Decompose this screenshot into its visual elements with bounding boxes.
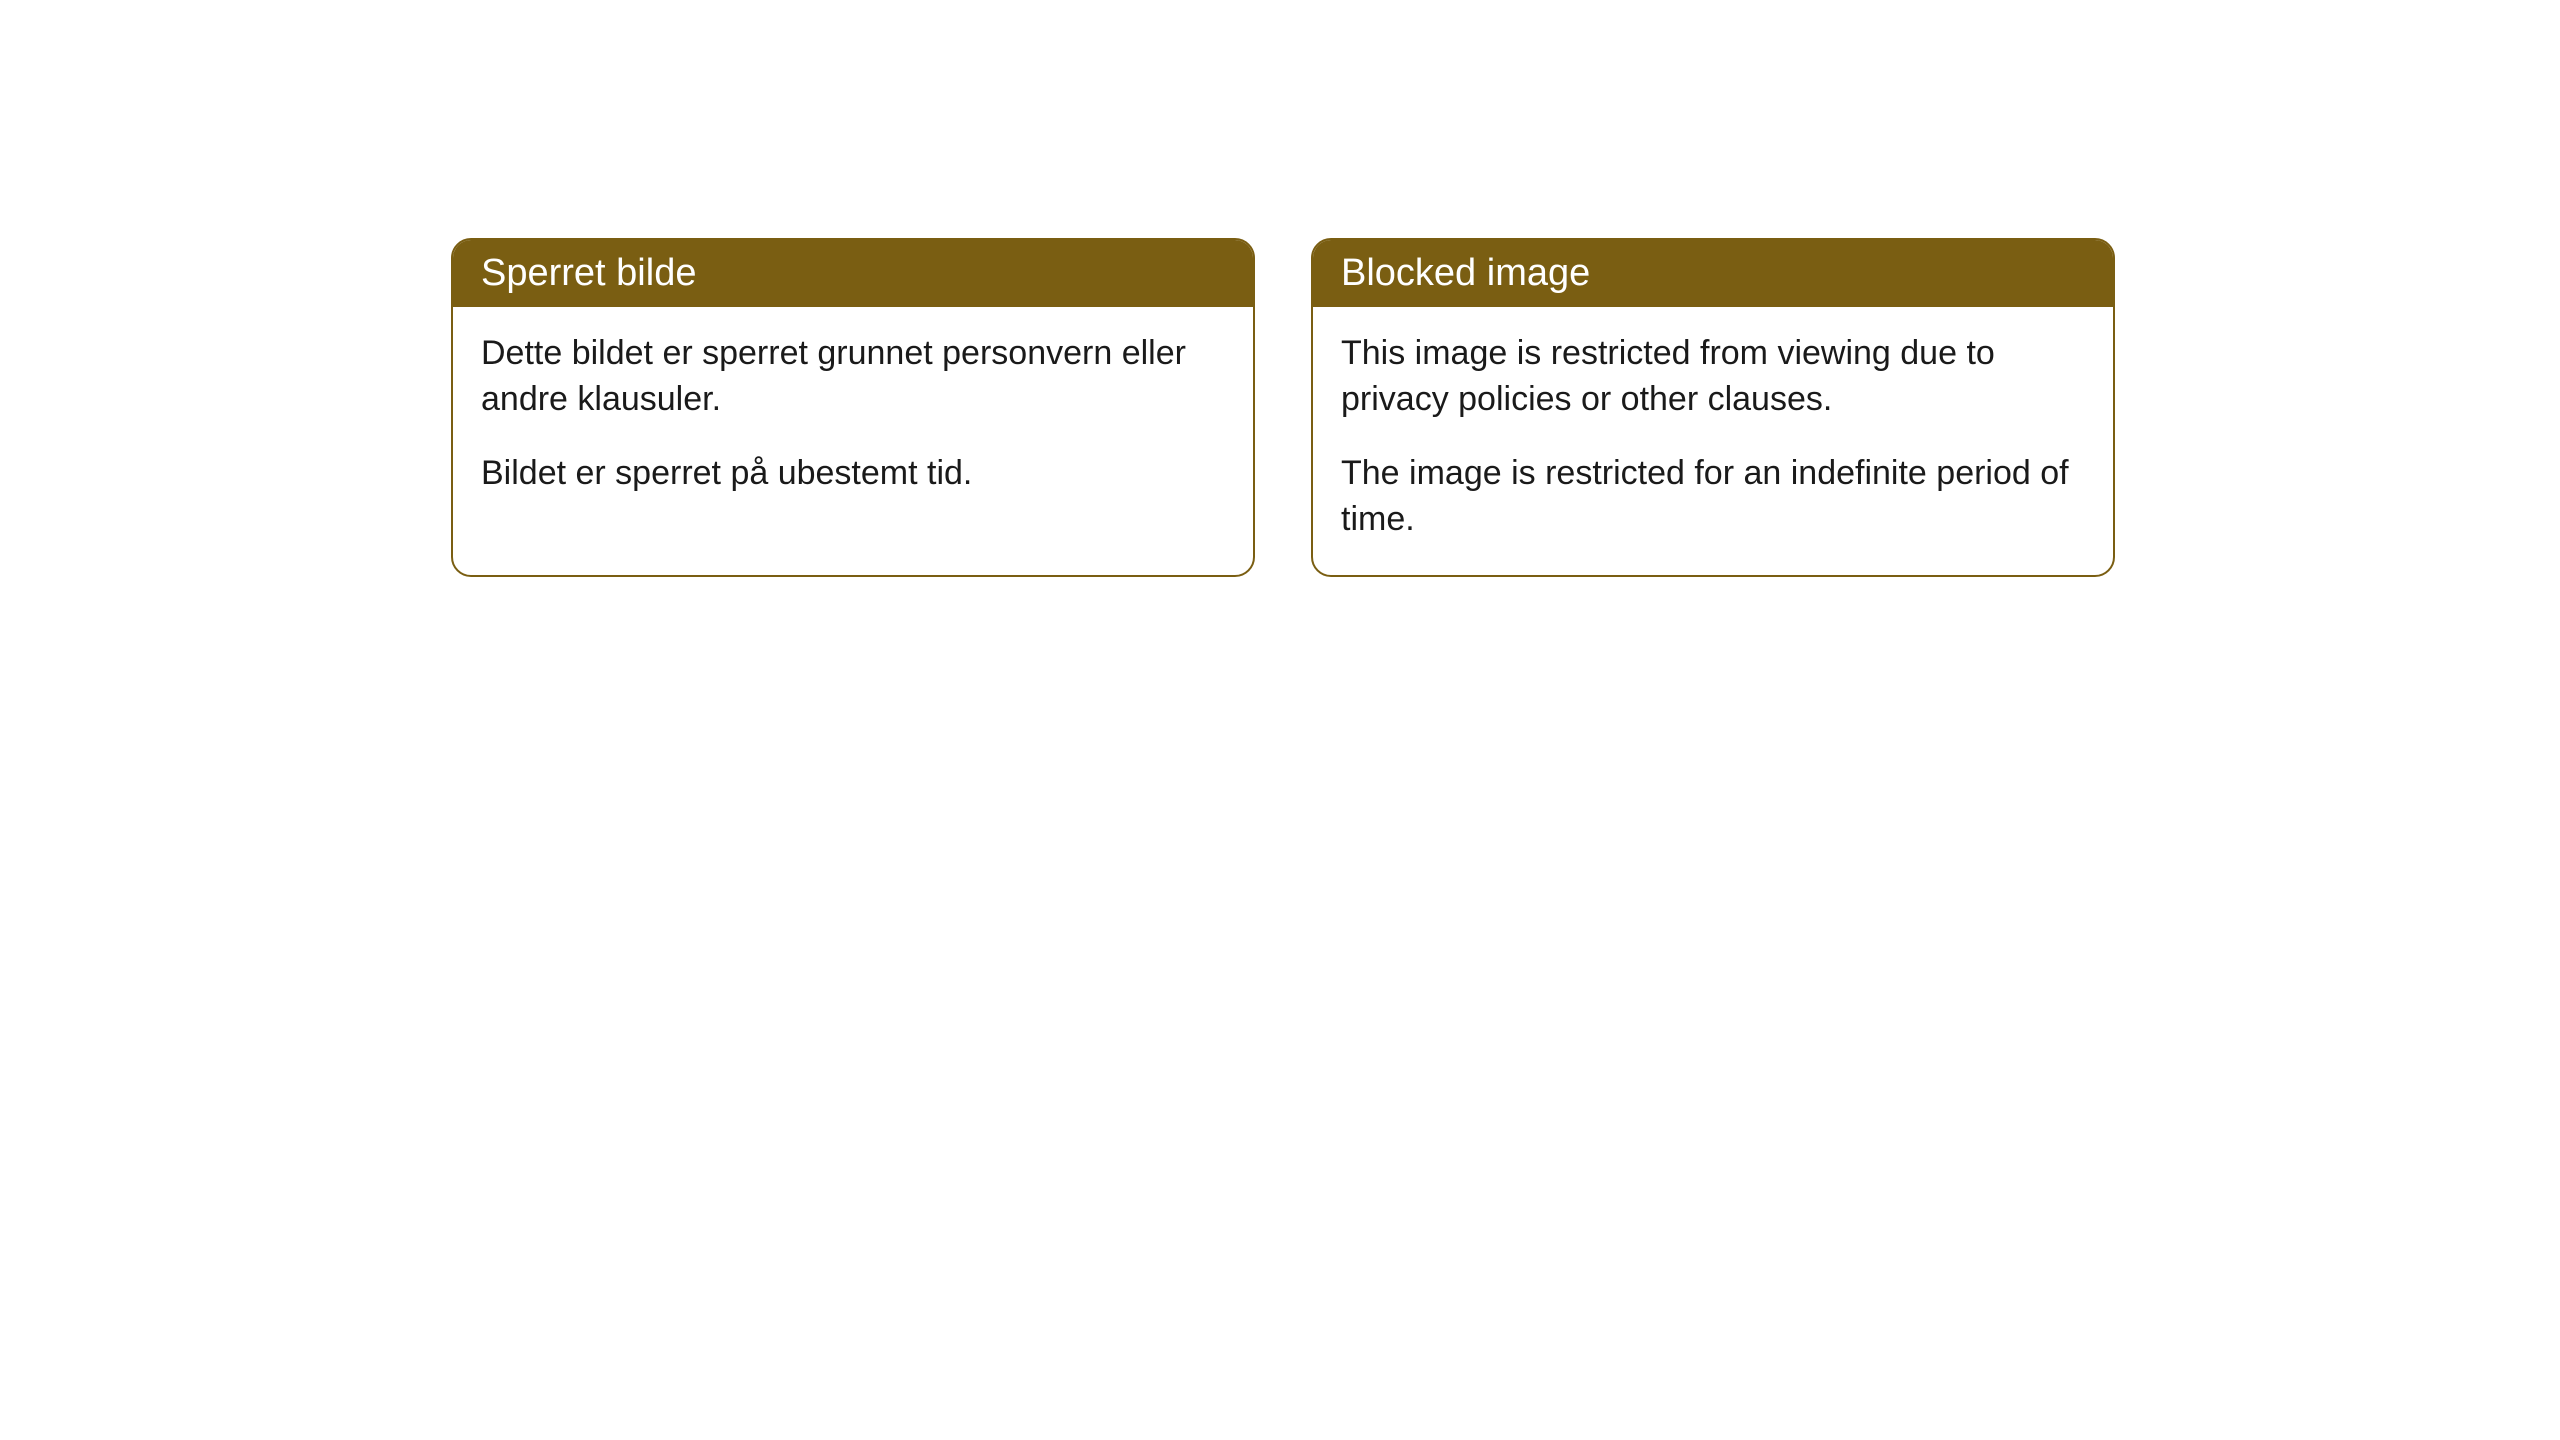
card-title: Blocked image <box>1341 252 1590 294</box>
card-paragraph: Bildet er sperret på ubestemt tid. <box>481 451 1225 497</box>
card-paragraph: This image is restricted from viewing du… <box>1341 331 2085 423</box>
notice-card-english: Blocked image This image is restricted f… <box>1311 238 2115 577</box>
notice-card-norwegian: Sperret bilde Dette bildet er sperret gr… <box>451 238 1255 577</box>
card-body: Dette bildet er sperret grunnet personve… <box>453 307 1253 529</box>
card-header: Sperret bilde <box>453 240 1253 307</box>
card-title: Sperret bilde <box>481 252 696 294</box>
card-body: This image is restricted from viewing du… <box>1313 307 2113 575</box>
card-paragraph: The image is restricted for an indefinit… <box>1341 451 2085 543</box>
card-header: Blocked image <box>1313 240 2113 307</box>
notice-container: Sperret bilde Dette bildet er sperret gr… <box>451 238 2115 577</box>
card-paragraph: Dette bildet er sperret grunnet personve… <box>481 331 1225 423</box>
